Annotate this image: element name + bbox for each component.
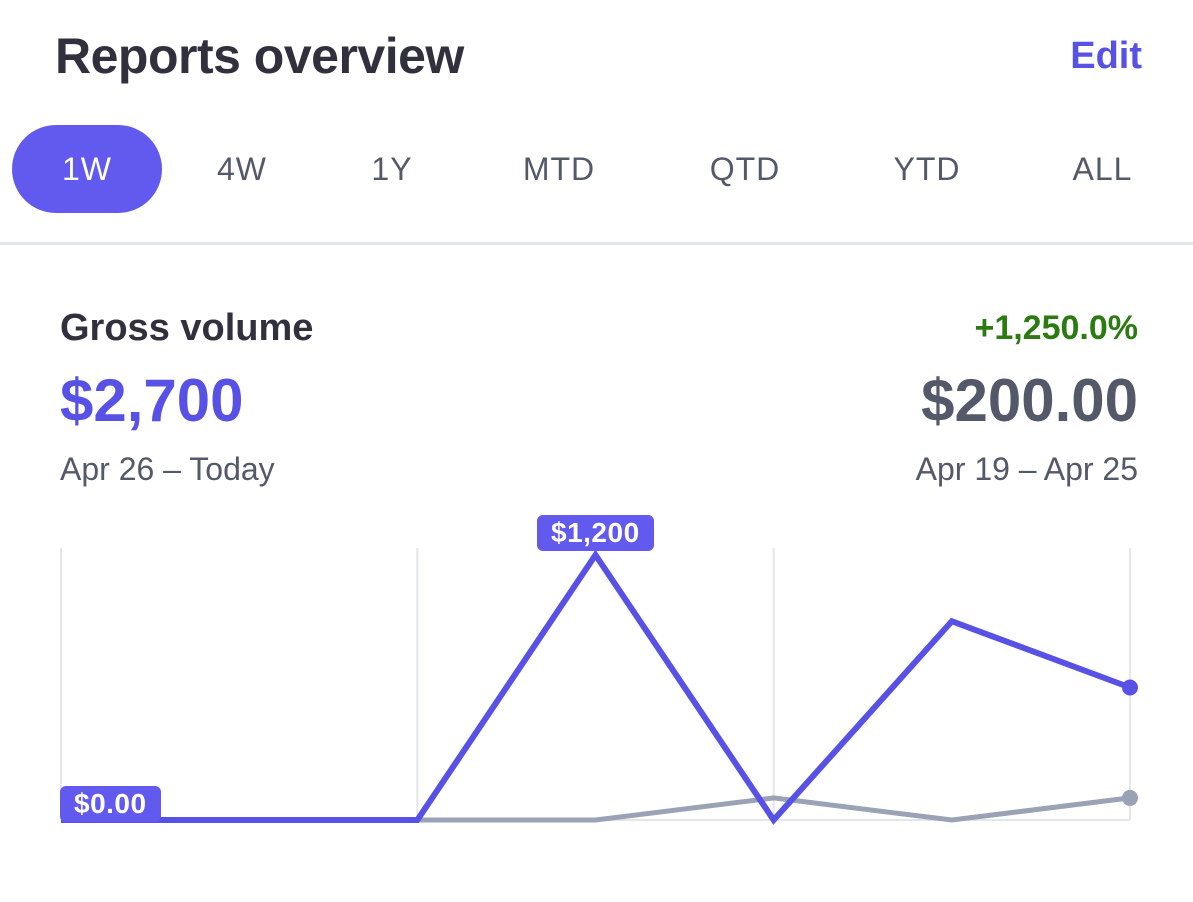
current-period-line <box>61 549 1132 825</box>
divider <box>0 242 1193 245</box>
current-value: $2,700 <box>60 367 244 434</box>
edit-button[interactable]: Edit <box>1070 35 1142 77</box>
tab-1y[interactable]: 1Y <box>371 151 413 187</box>
current-date-range: Apr 26 – Today <box>60 451 275 487</box>
previous-value: $200.00 <box>921 367 1138 434</box>
tab-qtd[interactable]: QTD <box>709 151 781 187</box>
gross-volume-chart[interactable]: $1,200 $0.00 <box>0 500 1193 840</box>
tab-ytd[interactable]: YTD <box>893 151 961 187</box>
percent-change: +1,250.0% <box>974 309 1138 347</box>
previous-date-range: Apr 19 – Apr 25 <box>915 451 1138 487</box>
tab-4w[interactable]: 4W <box>217 151 267 187</box>
previous-period-end-point <box>1122 789 1138 806</box>
page-title: Reports overview <box>55 28 464 84</box>
metric-label: Gross volume <box>60 307 314 349</box>
chart-canvas <box>60 548 1138 825</box>
value-tooltip: $1,200 <box>537 515 654 551</box>
tab-all[interactable]: ALL <box>1072 151 1133 187</box>
tab-mtd[interactable]: MTD <box>522 151 596 187</box>
current-period-end-point <box>1122 679 1138 696</box>
period-tabs: 1W 4W 1Y MTD QTD YTD ALL <box>0 125 1193 213</box>
tab-1w[interactable]: 1W <box>12 125 162 213</box>
value-tooltip: $0.00 <box>60 786 161 822</box>
previous-period-line <box>61 795 1131 823</box>
